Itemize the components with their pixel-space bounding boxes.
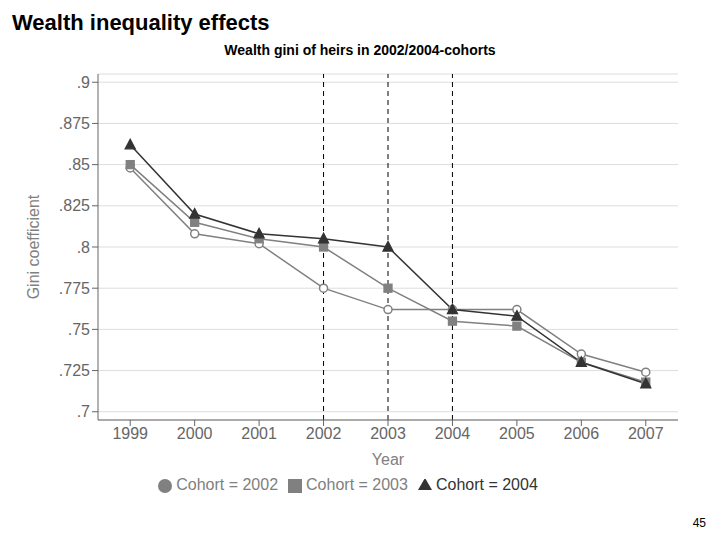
svg-text:.9: .9 — [77, 74, 90, 91]
html-text:Wealth inequality effects: Wealth inequality effects — [12, 10, 270, 35]
html-text:45: 45 — [692, 516, 706, 530]
html-text:Wealth gini of heirs in 2002/2: Wealth gini of heirs in 2002/2004-cohort… — [224, 42, 496, 58]
svg-text:2000: 2000 — [177, 425, 213, 442]
svg-text:2001: 2001 — [241, 425, 277, 442]
svg-text:2005: 2005 — [499, 425, 535, 442]
html-text:Cohort = 2004: Cohort = 2004 — [435, 476, 538, 493]
svg-text:1999: 1999 — [112, 425, 148, 442]
svg-text:2004: 2004 — [435, 425, 471, 442]
svg-text:.75: .75 — [68, 321, 90, 338]
svg-text:.775: .775 — [59, 280, 90, 297]
html-text:Cohort = 2003: Cohort = 2003 — [306, 476, 408, 493]
svg-text:.725: .725 — [59, 362, 90, 379]
svg-text:.85: .85 — [68, 156, 90, 173]
svg-text:.8: .8 — [77, 239, 90, 256]
svg-text:2002: 2002 — [306, 425, 342, 442]
svg-text:.7: .7 — [77, 403, 90, 420]
svg-text:.875: .875 — [59, 115, 90, 132]
svg-text:Gini coefficient: Gini coefficient — [25, 194, 42, 299]
svg-text:2006: 2006 — [564, 425, 600, 442]
svg-text:2003: 2003 — [370, 425, 406, 442]
svg-text:2007: 2007 — [628, 425, 664, 442]
svg-text:.825: .825 — [59, 197, 90, 214]
html-text:Cohort = 2002: Cohort = 2002 — [176, 476, 279, 493]
svg-text:Year: Year — [372, 451, 405, 468]
